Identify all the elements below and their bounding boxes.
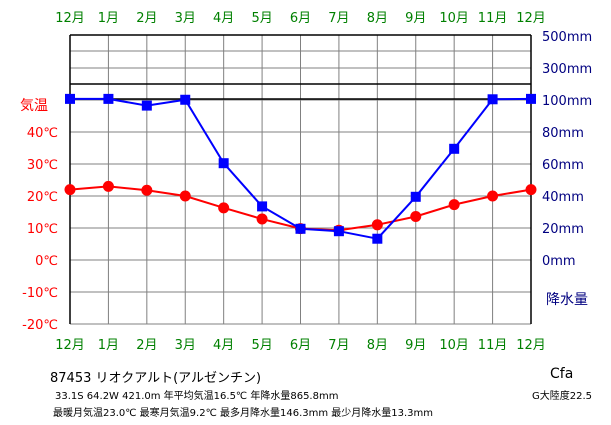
precipitation-tick-label: 100mm bbox=[542, 94, 592, 109]
precipitation-tick-label: 500mm bbox=[542, 30, 592, 45]
month-label-top: 3月 bbox=[175, 11, 196, 26]
temperature-point bbox=[371, 219, 383, 231]
month-label-bottom: 1月 bbox=[98, 338, 119, 353]
month-label-bottom: 10月 bbox=[439, 338, 469, 353]
climate-class: Cfa bbox=[550, 366, 574, 382]
month-label-top: 8月 bbox=[367, 11, 388, 26]
month-label-top: 4月 bbox=[213, 11, 234, 26]
precipitation-point bbox=[333, 226, 344, 237]
precipitation-tick-label: 80mm bbox=[542, 126, 584, 141]
station-extremes-line: 最暖月気温23.0℃ 最寒月気温9.2℃ 最多月降水量146.3mm 最少月降水… bbox=[53, 408, 434, 419]
temperature-tick-label: 20℃ bbox=[27, 190, 58, 205]
month-label-top: 1月 bbox=[98, 11, 119, 26]
temperature-point bbox=[64, 184, 76, 196]
month-label-top: 12月 bbox=[516, 11, 546, 26]
month-label-bottom: 7月 bbox=[328, 338, 349, 353]
temperature-axis-label: 気温 bbox=[20, 98, 48, 114]
month-label-bottom: 3月 bbox=[175, 338, 196, 353]
climate-code: G大陸度22.5 bbox=[532, 391, 593, 402]
month-label-top: 6月 bbox=[290, 11, 311, 26]
precipitation-point bbox=[487, 94, 498, 105]
temperature-point bbox=[218, 202, 230, 214]
temperature-tick-label: -10℃ bbox=[22, 286, 58, 301]
precipitation-tick-label: 300mm bbox=[542, 62, 592, 77]
precipitation-point bbox=[372, 233, 383, 244]
precipitation-tick-label: 40mm bbox=[542, 190, 584, 205]
precipitation-point bbox=[141, 100, 152, 111]
month-label-top: 5月 bbox=[251, 11, 272, 26]
month-label-bottom: 2月 bbox=[136, 338, 157, 353]
temperature-tick-label: 40℃ bbox=[27, 126, 58, 141]
month-label-bottom: 12月 bbox=[516, 338, 546, 353]
precipitation-point bbox=[526, 93, 536, 104]
station-header: 87453 リオクアルト(アルゼンチン) bbox=[50, 371, 262, 386]
temperature-tick-label: 30℃ bbox=[27, 158, 58, 173]
month-label-top: 12月 bbox=[55, 11, 85, 26]
temperature-point bbox=[141, 184, 153, 196]
temperature-point bbox=[179, 190, 191, 202]
temperature-point bbox=[487, 190, 499, 202]
temperature-tick-label: 10℃ bbox=[27, 222, 58, 237]
temperature-point bbox=[256, 213, 268, 225]
month-label-top: 7月 bbox=[328, 11, 349, 26]
month-label-top: 11月 bbox=[478, 11, 508, 26]
month-label-bottom: 6月 bbox=[290, 338, 311, 353]
month-label-bottom: 12月 bbox=[55, 338, 85, 353]
month-label-top: 9月 bbox=[405, 11, 426, 26]
precipitation-point bbox=[180, 94, 191, 105]
temperature-point bbox=[102, 180, 114, 192]
precipitation-point bbox=[65, 93, 75, 104]
precipitation-point bbox=[103, 93, 114, 104]
month-label-bottom: 11月 bbox=[478, 338, 508, 353]
month-label-bottom: 8月 bbox=[367, 338, 388, 353]
temperature-point bbox=[410, 210, 422, 222]
precipitation-point bbox=[295, 223, 306, 234]
month-label-bottom: 9月 bbox=[405, 338, 426, 353]
precipitation-tick-label: 20mm bbox=[542, 222, 584, 237]
precipitation-point bbox=[257, 201, 268, 212]
precipitation-point bbox=[449, 143, 460, 154]
month-label-bottom: 4月 bbox=[213, 338, 234, 353]
precipitation-point bbox=[218, 158, 229, 169]
precipitation-tick-label: 0mm bbox=[542, 254, 576, 269]
temperature-tick-label: -20℃ bbox=[22, 318, 58, 333]
month-label-top: 2月 bbox=[136, 11, 157, 26]
station-info-line: 33.1S 64.2W 421.0m 年平均気温16.5℃ 年降水量865.8m… bbox=[55, 391, 339, 402]
precipitation-tick-label: 60mm bbox=[542, 158, 584, 173]
temperature-point bbox=[448, 199, 460, 211]
temperature-point bbox=[525, 184, 537, 196]
precipitation-point bbox=[410, 191, 421, 202]
month-label-top: 10月 bbox=[439, 11, 469, 26]
temperature-tick-label: 0℃ bbox=[35, 254, 58, 269]
precipitation-axis-label: 降水量 bbox=[546, 292, 588, 308]
month-label-bottom: 5月 bbox=[251, 338, 272, 353]
